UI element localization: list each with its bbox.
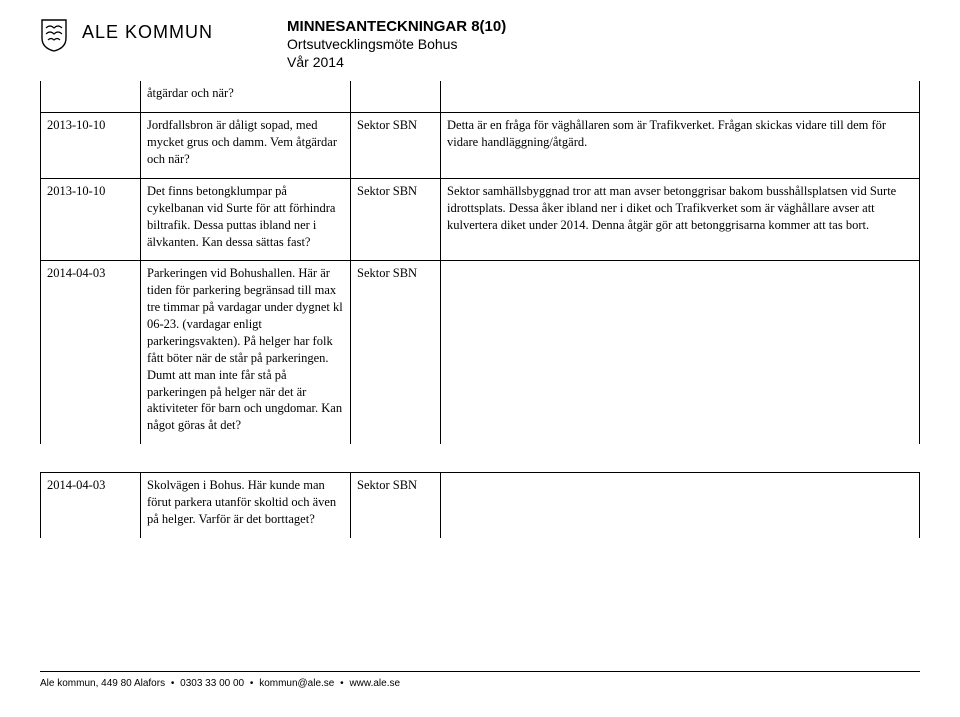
cell-desc: Jordfallsbron är dåligt sopad, med mycke… (141, 113, 351, 179)
cell-sector: Sektor SBN (351, 178, 441, 261)
cell-date (41, 81, 141, 112)
cell-note (441, 81, 920, 112)
cell-date: 2013-10-10 (41, 113, 141, 179)
bullet-icon: • (168, 678, 178, 689)
title-block: MINNESANTECKNINGAR 8(10) Ortsutvecklings… (227, 18, 506, 71)
cell-sector: Sektor SBN (351, 261, 441, 444)
page: ALE KOMMUN MINNESANTECKNINGAR 8(10) Orts… (0, 0, 960, 578)
cell-sector: Sektor SBN (351, 113, 441, 179)
table-row: 2014-04-03 Parkeringen vid Bohushallen. … (41, 261, 920, 444)
cell-note: Sektor samhällsbyggnad tror att man avse… (441, 178, 920, 261)
cell-desc: Skolvägen i Bohus. Här kunde man förut p… (141, 473, 351, 538)
cell-sector: Sektor SBN (351, 473, 441, 538)
cell-date: 2014-04-03 (41, 261, 141, 444)
bullet-icon: • (247, 678, 257, 689)
cell-note (441, 261, 920, 444)
footer-email: kommun@ale.se (259, 678, 334, 689)
table-row: 2013-10-10 Det finns betongklumpar på cy… (41, 178, 920, 261)
doc-subtitle-1: Ortsutvecklingsmöte Bohus (287, 35, 506, 53)
table-gap (40, 444, 920, 462)
page-footer: Ale kommun, 449 80 Alafors • 0303 33 00 … (40, 671, 920, 689)
doc-subtitle-2: Vår 2014 (287, 53, 506, 71)
footer-web: www.ale.se (349, 678, 400, 689)
minutes-table-2: 2014-04-03 Skolvägen i Bohus. Här kunde … (40, 472, 920, 538)
cell-desc: Parkeringen vid Bohushallen. Här är tide… (141, 261, 351, 444)
table-row: åtgärdar och när? (41, 81, 920, 112)
cell-note: Detta är en fråga för väghållaren som är… (441, 113, 920, 179)
cell-date: 2014-04-03 (41, 473, 141, 538)
municipality-logo-icon (40, 18, 68, 56)
footer-phone: 0303 33 00 00 (180, 678, 244, 689)
table-row: 2013-10-10 Jordfallsbron är dåligt sopad… (41, 113, 920, 179)
table-row: 2014-04-03 Skolvägen i Bohus. Här kunde … (41, 473, 920, 538)
doc-title: MINNESANTECKNINGAR 8(10) (287, 18, 506, 35)
bullet-icon: • (337, 678, 347, 689)
cell-desc: åtgärdar och när? (141, 81, 351, 112)
cell-date: 2013-10-10 (41, 178, 141, 261)
footer-address: Ale kommun, 449 80 Alafors (40, 678, 165, 689)
cell-desc: Det finns betongklumpar på cykelbanan vi… (141, 178, 351, 261)
cell-note (441, 473, 920, 538)
cell-sector (351, 81, 441, 112)
document-header: ALE KOMMUN MINNESANTECKNINGAR 8(10) Orts… (40, 18, 920, 71)
org-name: ALE KOMMUN (82, 18, 213, 43)
minutes-table: åtgärdar och när? 2013-10-10 Jordfallsbr… (40, 81, 920, 444)
